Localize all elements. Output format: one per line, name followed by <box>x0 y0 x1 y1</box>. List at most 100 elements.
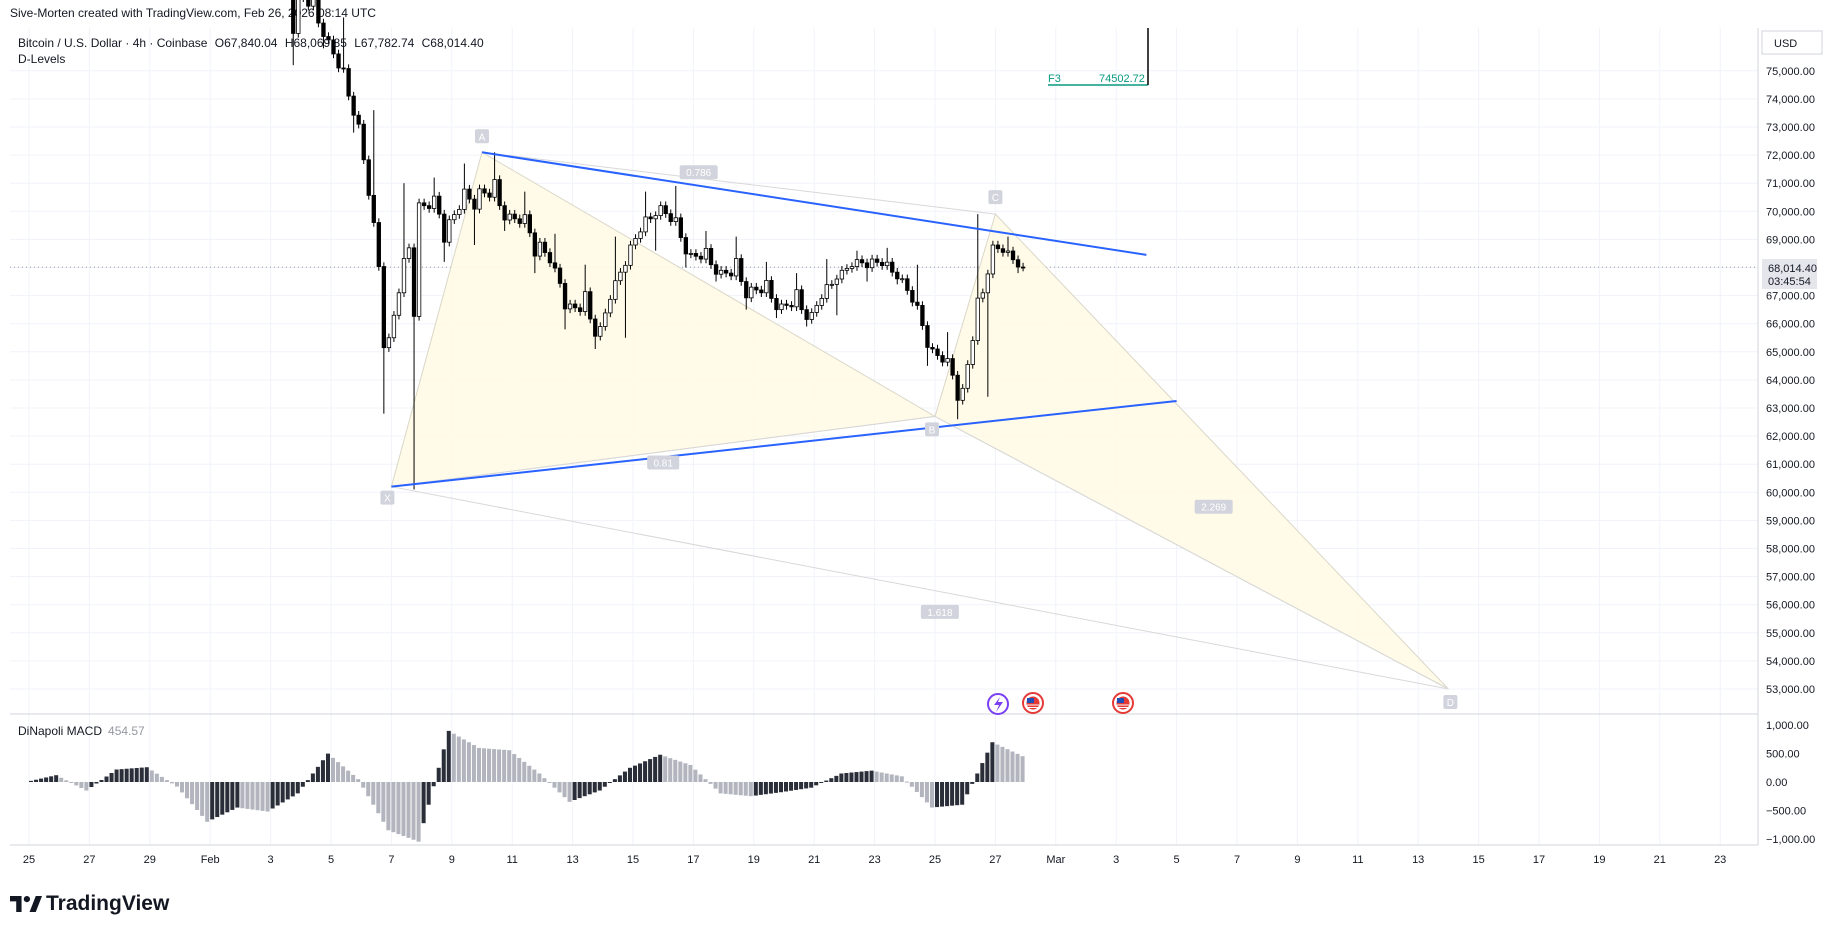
candle-body <box>970 340 975 365</box>
macd-bar <box>607 782 612 783</box>
candle-body <box>1005 250 1011 253</box>
candle-body <box>376 222 381 267</box>
candle-body <box>472 198 477 210</box>
price-tick-label: 63,000.00 <box>1766 403 1815 415</box>
price-tick-label: 55,000.00 <box>1766 628 1815 640</box>
time-tick-label: 13 <box>566 854 578 866</box>
price-tick-label: 67,000.00 <box>1766 291 1815 303</box>
macd-bar <box>773 782 778 793</box>
macd-legend[interactable]: DiNapoli MACD 454.57 <box>18 724 145 738</box>
candle-body <box>960 387 965 401</box>
macd-bar <box>441 749 446 782</box>
price-tick-label: 56,000.00 <box>1766 600 1815 612</box>
macd-tick-label: 1,000.00 <box>1766 720 1809 732</box>
candle-body <box>572 303 578 309</box>
macd-bar <box>577 782 582 799</box>
macd-bar <box>482 748 487 782</box>
xabcd-pattern <box>390 151 1449 690</box>
macd-bar <box>965 782 970 795</box>
macd-bar <box>612 779 617 782</box>
candle-body <box>890 261 895 273</box>
candle-body <box>406 247 412 259</box>
candle-body <box>864 262 870 269</box>
candle-body <box>421 202 427 207</box>
macd-bar <box>572 782 577 800</box>
candle-body <box>945 358 950 363</box>
candle-body <box>708 247 714 266</box>
candle-body <box>844 268 850 271</box>
candle-body <box>512 213 517 220</box>
label-ratio-4: 1.618 <box>927 608 952 619</box>
macd-tick-label: −1,000.00 <box>1766 834 1815 846</box>
candle-body <box>895 271 900 280</box>
macd-bar <box>748 782 753 797</box>
macd-bar <box>265 782 270 812</box>
macd-bar <box>64 780 69 782</box>
macd-bar <box>461 739 466 782</box>
macd-bar <box>497 749 502 782</box>
price-tick-label: 64,000.00 <box>1766 375 1815 387</box>
macd-bar <box>94 782 99 784</box>
symbol-legend: Bitcoin / U.S. Dollar · 4h · Coinbase O6… <box>18 35 488 67</box>
macd-bar <box>567 782 572 802</box>
label-c: C <box>992 193 999 204</box>
macd-bar <box>59 777 64 782</box>
macd-bar <box>34 779 39 782</box>
macd-bar <box>235 782 240 808</box>
f3-label: F3 <box>1048 73 1061 85</box>
last-price-label: 68,014.40 03:45:54 <box>1762 259 1817 289</box>
candle-body <box>799 289 804 311</box>
label-ratio-3: 2.269 <box>1201 503 1226 514</box>
macd-bar <box>69 782 74 783</box>
macd-bar <box>391 782 396 833</box>
macd-bar <box>668 758 673 782</box>
candle-body <box>774 298 779 311</box>
macd-bar <box>713 782 718 789</box>
macd-bar <box>537 773 542 782</box>
macd-bar <box>904 781 909 783</box>
candle-body <box>341 67 346 70</box>
candle-body <box>381 266 387 349</box>
macd-bar <box>446 730 451 782</box>
macd-bar <box>492 749 497 782</box>
candle-body <box>346 68 351 97</box>
candle-body <box>990 244 996 275</box>
indicator-name[interactable]: D-Levels <box>18 52 66 66</box>
macd-bar <box>794 782 799 790</box>
candle-body <box>311 0 316 7</box>
macd-bar <box>784 782 789 792</box>
event-icon-us-flag-1[interactable] <box>1022 692 1044 714</box>
macd-bar <box>250 782 255 810</box>
macd-bar <box>849 772 854 782</box>
time-tick-label: Feb <box>201 854 220 866</box>
currency-box[interactable]: USD <box>1761 30 1823 55</box>
price-tick-label: 58,000.00 <box>1766 544 1815 556</box>
macd-bar <box>205 782 210 822</box>
price-tick-label: 75,000.00 <box>1766 66 1815 78</box>
macd-bar <box>331 757 336 782</box>
macd-bar <box>658 754 663 782</box>
macd-bar <box>195 782 200 811</box>
candle-body <box>713 264 719 275</box>
tradingview-logo[interactable]: TradingView <box>10 892 169 916</box>
candle-body <box>698 255 704 260</box>
candle-body <box>628 244 633 266</box>
macd-bar <box>502 749 507 782</box>
macd-bar <box>688 764 693 782</box>
label-x-bg <box>380 490 395 505</box>
symbol-name[interactable]: Bitcoin / U.S. Dollar · 4h · Coinbase <box>18 36 208 50</box>
candle-body <box>583 291 588 312</box>
candle-body <box>502 205 507 221</box>
candle-body <box>668 213 673 223</box>
event-icon-lightning[interactable] <box>987 693 1009 715</box>
macd-bar <box>698 774 703 782</box>
event-icon-us-flag-2[interactable] <box>1112 692 1134 714</box>
candle-body <box>794 289 799 308</box>
candle-body <box>507 213 512 221</box>
candle-body <box>955 374 960 401</box>
label-d: D <box>1447 698 1454 709</box>
price-tick-label: 66,000.00 <box>1766 319 1815 331</box>
macd-bar <box>763 782 768 795</box>
macd-bar <box>945 782 950 807</box>
